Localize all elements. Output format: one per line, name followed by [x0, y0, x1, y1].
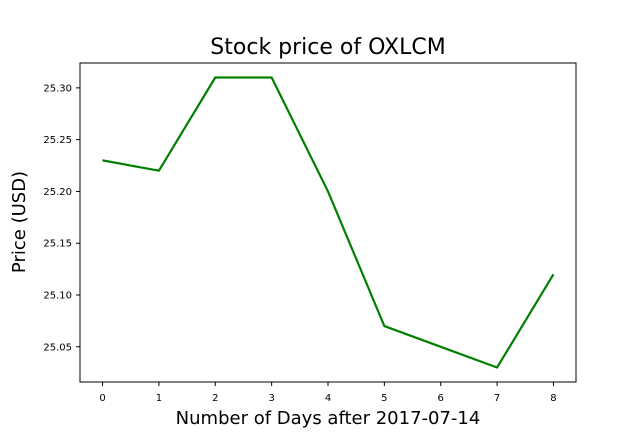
- x-axis: 0 1 2 3 4 5 6 7 8: [99, 382, 557, 404]
- x-axis-label: Number of Days after 2017-07-14: [176, 408, 481, 429]
- y-tick-label: 25.30: [43, 83, 72, 94]
- series-line: [102, 76, 555, 369]
- y-tick-label: 25.25: [43, 135, 72, 146]
- x-tick-label: 3: [268, 393, 274, 404]
- y-tick-label: 25.05: [43, 342, 72, 353]
- chart-title: Stock price of OXLCM: [210, 35, 445, 60]
- x-tick-label: 2: [212, 393, 218, 404]
- y-axis: 25.05 25.10 25.15 25.20 25.25 25.30: [43, 83, 80, 353]
- series-layer: [102, 76, 555, 369]
- x-tick-label: 6: [438, 393, 444, 404]
- x-tick-label: 7: [494, 393, 500, 404]
- x-tick-label: 5: [381, 393, 387, 404]
- y-tick-label: 25.10: [43, 291, 72, 302]
- plot-frame: [79, 62, 577, 383]
- x-tick-label: 4: [325, 393, 331, 404]
- x-tick-label: 0: [99, 393, 105, 404]
- x-tick-label: 1: [156, 393, 162, 404]
- y-tick-label: 25.20: [43, 187, 72, 198]
- y-tick-label: 25.15: [43, 239, 72, 250]
- x-tick-label: 8: [550, 393, 556, 404]
- y-axis-label: Price (USD): [9, 171, 30, 273]
